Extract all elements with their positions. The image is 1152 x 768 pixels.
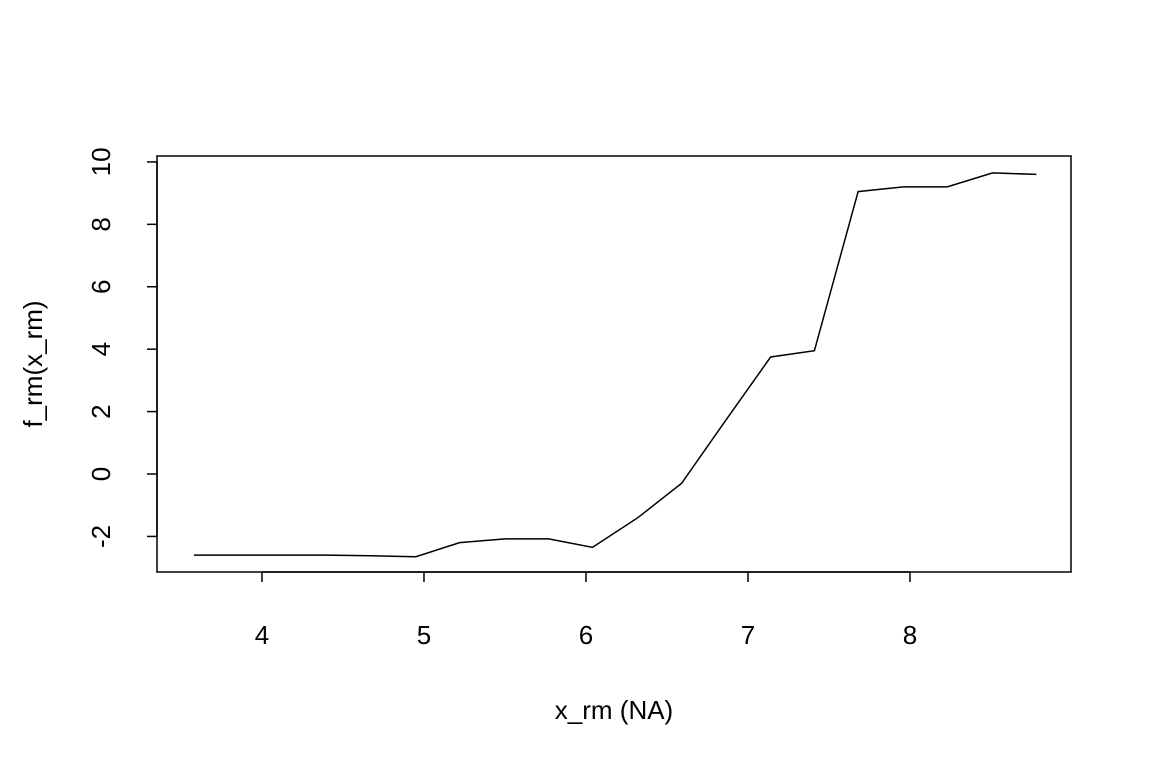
y-tick-label: 2 bbox=[86, 404, 116, 418]
plot-box bbox=[156, 155, 1072, 573]
y-tick-label: 6 bbox=[86, 280, 116, 294]
y-tick-label: 10 bbox=[86, 147, 116, 176]
y-tick-label: 0 bbox=[86, 467, 116, 481]
data-line bbox=[193, 172, 1037, 558]
x-axis-label: x_rm (NA) bbox=[555, 695, 673, 725]
x-tick-label: 5 bbox=[417, 620, 431, 650]
y-axis-label: f_rm(x_rm) bbox=[18, 300, 48, 427]
y-tick-label: 4 bbox=[86, 342, 116, 356]
x-tick-label: 6 bbox=[579, 620, 593, 650]
x-tick-label: 8 bbox=[903, 620, 917, 650]
y-tick-label: 8 bbox=[86, 217, 116, 231]
x-tick-label: 4 bbox=[255, 620, 269, 650]
x-tick-label: 7 bbox=[741, 620, 755, 650]
y-tick-label: -2 bbox=[86, 525, 116, 548]
